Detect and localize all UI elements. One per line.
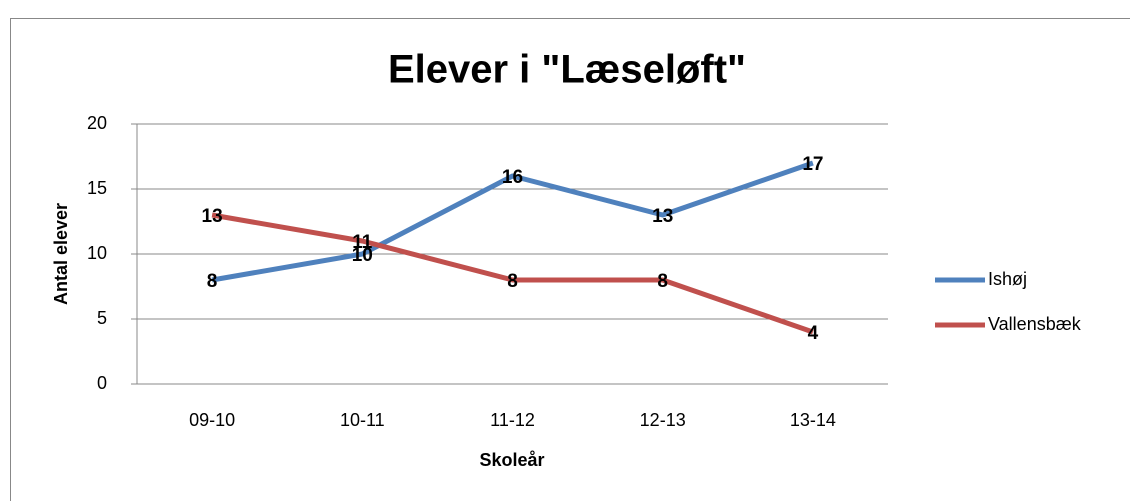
data-label: 8	[507, 271, 518, 292]
x-tick-label: 09-10	[189, 410, 235, 430]
y-axis-label: Antal elever	[51, 203, 71, 305]
chart-title: Elever i "Læseløft"	[388, 48, 746, 92]
x-axis-label: Skoleår	[479, 450, 544, 470]
data-label: 8	[657, 271, 668, 292]
x-tick-label: 11-12	[490, 410, 535, 430]
y-tick-label: 0	[97, 373, 107, 393]
y-tick-label: 15	[87, 178, 107, 198]
data-label: 11	[352, 232, 373, 253]
data-label: 16	[502, 167, 523, 188]
data-label: 10	[352, 245, 373, 266]
y-tick-label: 20	[87, 113, 107, 133]
x-tick-label: 12-13	[640, 410, 686, 430]
data-label: 4	[808, 323, 819, 344]
y-tick-label: 10	[87, 243, 107, 263]
legend-label: Vallensbæk	[988, 314, 1082, 334]
data-label: 8	[207, 271, 218, 292]
series-line	[211, 212, 814, 335]
series-line	[211, 160, 814, 283]
data-label: 17	[802, 154, 823, 175]
x-tick-label: 10-11	[340, 410, 385, 430]
data-label: 13	[202, 206, 223, 227]
data-label: 13	[652, 206, 673, 227]
chart-frame	[10, 18, 1130, 501]
legend-label: Ishøj	[988, 269, 1027, 289]
y-tick-label: 5	[97, 308, 107, 328]
x-tick-label: 13-14	[790, 410, 836, 430]
